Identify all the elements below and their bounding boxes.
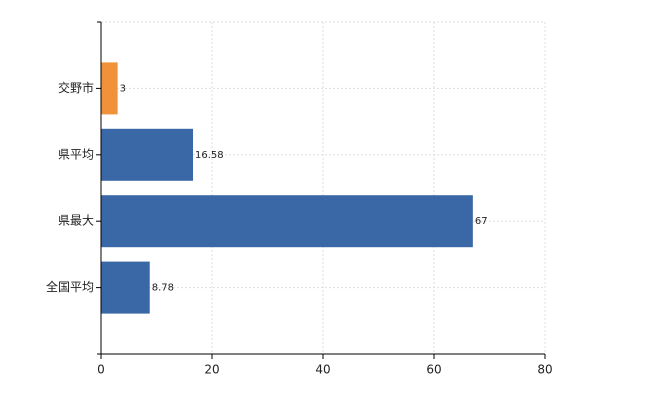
value-label: 16.58 — [195, 150, 224, 161]
bar — [101, 261, 150, 314]
x-tick-label: 80 — [537, 363, 552, 377]
value-label: 8.78 — [152, 283, 174, 294]
value-label: 67 — [475, 216, 488, 227]
value-label: 3 — [120, 83, 126, 94]
y-tick-label: 全国平均 — [46, 279, 94, 294]
bar — [101, 62, 118, 115]
y-tick-label: 県最大 — [58, 214, 94, 228]
y-tick-label: 県平均 — [58, 147, 94, 161]
y-tick-label: 交野市 — [58, 80, 94, 95]
x-tick-label: 40 — [315, 363, 330, 377]
x-tick-label: 0 — [97, 363, 105, 377]
x-tick-label: 60 — [426, 363, 441, 377]
x-tick-label: 20 — [204, 363, 219, 377]
bar — [101, 195, 473, 248]
bar — [101, 128, 194, 181]
